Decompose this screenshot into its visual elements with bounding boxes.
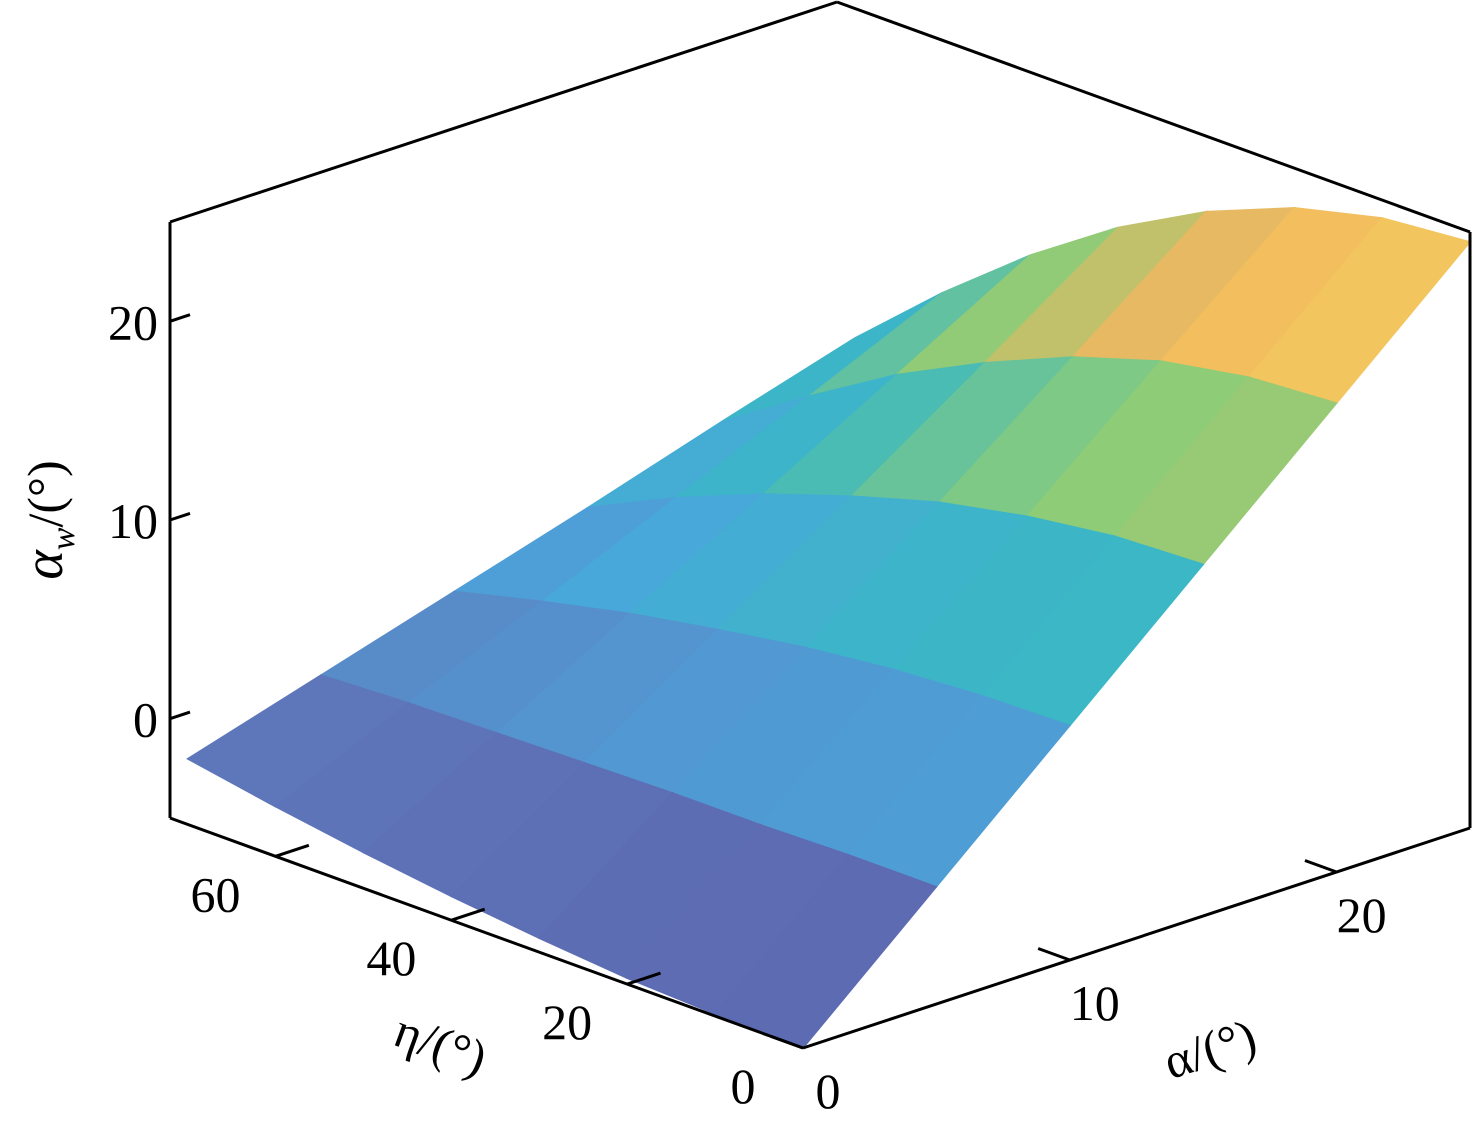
x-tick	[450, 907, 486, 922]
x-tick-label: 20	[542, 994, 592, 1050]
z-tick-label: 10	[108, 493, 158, 549]
x-tick-label: 0	[731, 1058, 756, 1114]
x-axis-label: η/(°)	[387, 1002, 494, 1087]
y-tick-label: 20	[1337, 887, 1387, 943]
z-tick	[169, 511, 191, 522]
y-tick	[1304, 859, 1338, 874]
z-tick	[169, 710, 191, 721]
x-tick	[626, 971, 661, 986]
z-tick-label: 0	[133, 692, 158, 748]
z-tick-label: 20	[108, 294, 158, 350]
y-tick	[770, 1035, 804, 1050]
z-axis-label-part: α	[13, 549, 75, 580]
y-tick-label: 10	[1070, 975, 1120, 1031]
frame-line	[169, 0, 838, 224]
z-axis-label: αw/(°)	[13, 460, 82, 579]
frame-line	[836, 0, 1471, 234]
y-tick	[1037, 947, 1071, 962]
z-axis-label-part: /(°)	[17, 460, 73, 527]
y-axis-label: α/(°)	[1157, 1008, 1263, 1090]
frame-line	[802, 826, 1471, 1050]
y-tick-label: 0	[816, 1063, 841, 1119]
surface	[186, 207, 1472, 1049]
z-tick	[169, 313, 191, 323]
z-axis-label-part: w	[45, 527, 82, 550]
x-tick-label: 40	[366, 930, 416, 986]
x-tick-label: 60	[191, 866, 241, 922]
x-tick	[275, 843, 310, 858]
